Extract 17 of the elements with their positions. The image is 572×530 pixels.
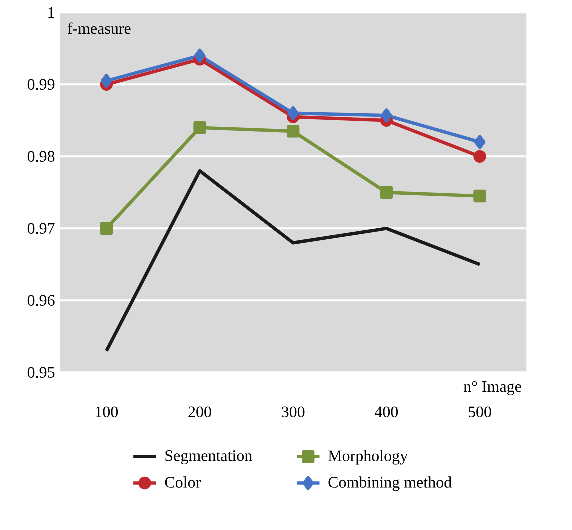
y-tick-label: 0.97 (28, 223, 55, 234)
x-tick-label: 100 (96, 406, 118, 418)
x-tick-label: 500 (468, 406, 492, 418)
y-tick-label: 0.99 (28, 79, 55, 90)
x-axis-title: n° Image (464, 381, 522, 396)
x-tick-label: 200 (188, 406, 212, 418)
y-tick-label: 1 (48, 7, 54, 18)
y-axis-title: f-measure (68, 22, 131, 34)
y-tick-label: 0.96 (28, 295, 55, 306)
legend-label: Segmentation (166, 450, 252, 465)
y-tick-label: 0.98 (28, 151, 55, 162)
x-tick-label: 400 (374, 406, 398, 418)
x-tick-label: 300 (282, 406, 305, 418)
legend-label: Morphology (328, 450, 408, 465)
y-tick-label: 0.95 (28, 367, 55, 378)
legend-label: Color (165, 476, 201, 488)
legend-label: Combining method (328, 476, 452, 492)
